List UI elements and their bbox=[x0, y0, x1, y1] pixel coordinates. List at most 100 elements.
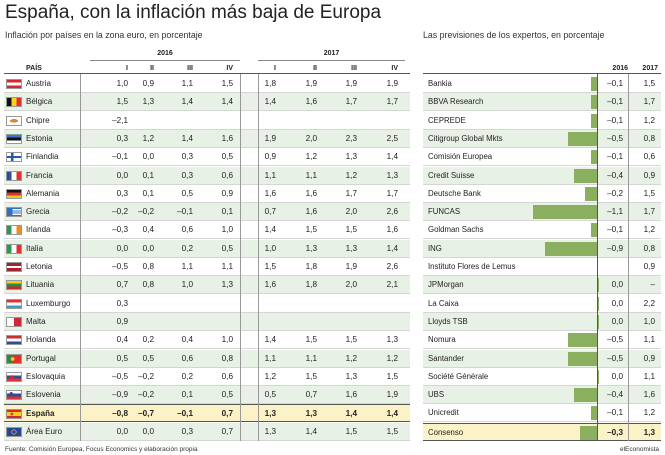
list-item: Citigroup Global Mkts –0,5 0,8 bbox=[423, 129, 661, 148]
value-2017: 1,6 bbox=[643, 390, 655, 400]
header-rule bbox=[4, 73, 410, 74]
forecaster-name: Bankia bbox=[428, 79, 452, 88]
forecast-bar bbox=[591, 406, 597, 421]
forecaster-name: Citigroup Global Mkts bbox=[428, 133, 503, 143]
list-item: Comisión Europea –0,1 0,6 bbox=[423, 148, 661, 167]
table-cell: 2,5 bbox=[386, 133, 398, 143]
year-header-rule bbox=[258, 60, 405, 61]
table-cell: 0,2 bbox=[181, 243, 193, 253]
table-cell: 1,3 bbox=[386, 170, 398, 180]
quarter-header: IV bbox=[391, 65, 398, 72]
country-name: Francia bbox=[26, 170, 53, 180]
table-cell: 1,3 bbox=[305, 409, 317, 419]
column-divider bbox=[258, 74, 259, 441]
table-cell: 0,3 bbox=[181, 426, 193, 436]
table-cell: 1,5 bbox=[305, 335, 317, 345]
value-2016: –0,4 bbox=[607, 390, 623, 400]
table-cell: 1,4 bbox=[264, 225, 276, 235]
value-2017: 1,1 bbox=[643, 371, 655, 381]
table-cell: 1,6 bbox=[264, 188, 276, 198]
country-name: Malta bbox=[26, 316, 46, 326]
flag-belgium-icon bbox=[6, 97, 22, 108]
value-2016: –0,1 bbox=[607, 152, 623, 162]
table-cell: 0,6 bbox=[221, 170, 233, 180]
list-item: Nomura –0,5 1,1 bbox=[423, 331, 661, 350]
list-item: Consenso –0,3 1,3 bbox=[423, 422, 661, 441]
list-item: CEPREDE –0,1 1,2 bbox=[423, 112, 661, 130]
flag-ireland-icon bbox=[6, 225, 22, 236]
column-divider bbox=[240, 74, 241, 441]
table-cell: –0,2 bbox=[112, 207, 128, 217]
table-cell: 0,6 bbox=[181, 225, 193, 235]
value-2016: 0,0 bbox=[611, 280, 623, 290]
table-cell: 0,5 bbox=[221, 390, 233, 400]
list-item: Credit Suisse –0,4 0,9 bbox=[423, 166, 661, 185]
country-name: Eslovaquia bbox=[26, 371, 66, 381]
table-cell: 1,9 bbox=[345, 262, 357, 271]
value-2016: –0,3 bbox=[607, 427, 623, 437]
table-cell: 1,5 bbox=[116, 97, 128, 107]
table-cell: 1,5 bbox=[305, 225, 317, 235]
value-2017: 0,9 bbox=[643, 170, 655, 180]
table-cell: 1,1 bbox=[305, 170, 317, 180]
list-item: Unicredit –0,1 1,2 bbox=[423, 404, 661, 423]
flag-germany-icon bbox=[6, 188, 22, 199]
flag-austria-icon bbox=[6, 79, 22, 89]
flag-portugal-icon bbox=[6, 353, 22, 364]
table-cell: 1,9 bbox=[386, 390, 398, 400]
table-cell: 1,9 bbox=[264, 133, 276, 143]
table-cell: 1,3 bbox=[264, 426, 276, 436]
table-cell: 1,6 bbox=[305, 188, 317, 198]
table-cell: 1,2 bbox=[142, 133, 154, 143]
table-cell: 1,3 bbox=[386, 335, 398, 345]
value-2016: –0,9 bbox=[607, 243, 623, 253]
value-2017: 1,2 bbox=[643, 225, 655, 235]
table-cell: 1,4 bbox=[181, 97, 193, 107]
forecast-bar bbox=[591, 113, 597, 128]
table-cell: –0,1 bbox=[112, 152, 128, 162]
year-header-2016: 2016 bbox=[612, 65, 628, 72]
table-cell: 2,3 bbox=[345, 133, 357, 143]
table-row: Eslovenia –0,9 –0,2 0,1 0,5 0,5 0,7 1,6 1,9 bbox=[4, 386, 410, 405]
table-cell: 0,1 bbox=[181, 390, 193, 400]
quarter-header: II bbox=[313, 65, 317, 72]
flag-greece-icon bbox=[6, 207, 22, 218]
table-cell: 1,4 bbox=[345, 409, 357, 419]
quarter-header: III bbox=[351, 65, 357, 72]
table-cell: 0,2 bbox=[142, 335, 154, 345]
value-2017: 2,2 bbox=[643, 298, 655, 308]
table-cell: 2,6 bbox=[386, 207, 398, 217]
forecast-bar bbox=[597, 369, 599, 384]
table-cell: 1,6 bbox=[386, 225, 398, 235]
quarter-header: II bbox=[150, 65, 154, 72]
table-cell: 1,2 bbox=[264, 371, 276, 381]
list-item: ING –0,9 0,8 bbox=[423, 239, 661, 258]
value-2017: 1,5 bbox=[643, 79, 655, 88]
table-cell: 1,3 bbox=[264, 409, 276, 419]
table-cell: 1,6 bbox=[221, 133, 233, 143]
forecast-bar bbox=[568, 333, 597, 348]
forecast-bar bbox=[591, 77, 597, 91]
header-rule bbox=[423, 73, 661, 74]
forecast-bar bbox=[544, 241, 597, 256]
forecaster-name: Instituto Flores de Lemus bbox=[428, 262, 516, 271]
value-2016: –0,4 bbox=[607, 170, 623, 180]
list-item: BBVA Research –0,1 1,7 bbox=[423, 93, 661, 112]
table-cell: –0,1 bbox=[177, 207, 193, 217]
table-cell: 1,5 bbox=[386, 371, 398, 381]
forecast-bar bbox=[573, 168, 597, 183]
table-row: Bélgica 1,5 1,3 1,4 1,4 1,4 1,6 1,7 1,7 bbox=[4, 93, 410, 112]
country-name: Luxemburgo bbox=[26, 298, 71, 308]
table-cell: –0,2 bbox=[138, 371, 154, 381]
table-cell: 0,5 bbox=[116, 353, 128, 363]
flag-luxembourg-icon bbox=[6, 298, 22, 309]
brand-logo: elEconomista bbox=[619, 446, 659, 453]
value-2016: –0,1 bbox=[607, 97, 623, 107]
table-row: Francia 0,0 0,1 0,3 0,6 1,1 1,1 1,2 1,3 bbox=[4, 166, 410, 185]
year-header-rule bbox=[90, 60, 240, 61]
quarter-header: I bbox=[274, 65, 276, 72]
list-item: Deutsche Bank –0,2 1,5 bbox=[423, 185, 661, 203]
forecaster-name: Goldman Sachs bbox=[428, 225, 484, 235]
list-item: Goldman Sachs –0,1 1,2 bbox=[423, 221, 661, 240]
table-cell: 0,7 bbox=[116, 280, 128, 290]
